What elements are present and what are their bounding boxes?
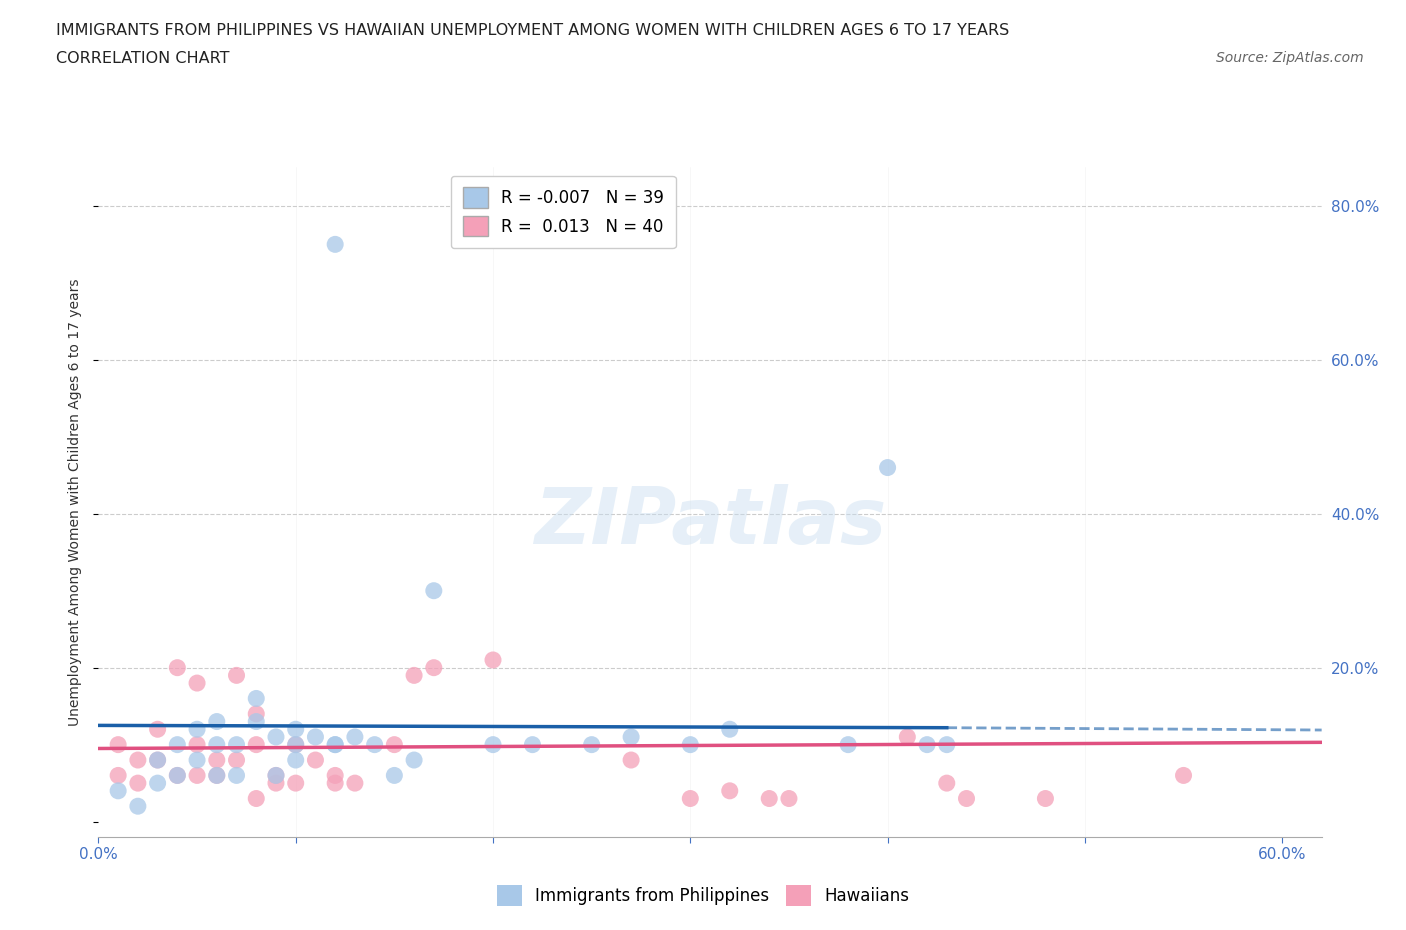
- Point: [205, 768, 228, 783]
- Legend: R = -0.007   N = 39, R =  0.013   N = 40: R = -0.007 N = 39, R = 0.013 N = 40: [451, 176, 675, 248]
- Point: [264, 768, 287, 783]
- Y-axis label: Unemployment Among Women with Children Ages 6 to 17 years: Unemployment Among Women with Children A…: [69, 278, 83, 726]
- Point: [264, 768, 287, 783]
- Point: [343, 776, 366, 790]
- Text: IMMIGRANTS FROM PHILIPPINES VS HAWAIIAN UNEMPLOYMENT AMONG WOMEN WITH CHILDREN A: IMMIGRANTS FROM PHILIPPINES VS HAWAIIAN …: [56, 23, 1010, 38]
- Point: [245, 691, 267, 706]
- Point: [146, 722, 169, 737]
- Point: [382, 768, 405, 783]
- Point: [166, 660, 188, 675]
- Point: [718, 722, 741, 737]
- Point: [264, 776, 287, 790]
- Point: [225, 668, 247, 683]
- Point: [284, 722, 307, 737]
- Point: [304, 729, 326, 744]
- Point: [323, 737, 346, 752]
- Point: [186, 752, 208, 767]
- Point: [127, 799, 149, 814]
- Point: [245, 737, 267, 752]
- Point: [166, 768, 188, 783]
- Point: [205, 752, 228, 767]
- Point: [482, 653, 505, 668]
- Point: [245, 791, 267, 806]
- Point: [264, 729, 287, 744]
- Point: [107, 737, 129, 752]
- Point: [758, 791, 780, 806]
- Point: [679, 737, 702, 752]
- Point: [581, 737, 603, 752]
- Point: [304, 752, 326, 767]
- Point: [284, 737, 307, 752]
- Point: [915, 737, 938, 752]
- Point: [423, 583, 446, 598]
- Point: [876, 460, 898, 475]
- Text: ZIPatlas: ZIPatlas: [534, 485, 886, 560]
- Text: CORRELATION CHART: CORRELATION CHART: [56, 51, 229, 66]
- Point: [284, 776, 307, 790]
- Point: [679, 791, 702, 806]
- Point: [205, 714, 228, 729]
- Point: [205, 737, 228, 752]
- Point: [323, 237, 346, 252]
- Point: [1173, 768, 1195, 783]
- Point: [186, 768, 208, 783]
- Point: [146, 752, 169, 767]
- Text: Source: ZipAtlas.com: Source: ZipAtlas.com: [1216, 51, 1364, 65]
- Point: [363, 737, 385, 752]
- Point: [186, 675, 208, 690]
- Point: [718, 783, 741, 798]
- Point: [245, 714, 267, 729]
- Point: [935, 737, 957, 752]
- Point: [778, 791, 800, 806]
- Point: [127, 776, 149, 790]
- Point: [896, 729, 918, 744]
- Point: [343, 729, 366, 744]
- Point: [225, 768, 247, 783]
- Point: [146, 752, 169, 767]
- Point: [837, 737, 859, 752]
- Point: [127, 752, 149, 767]
- Point: [225, 752, 247, 767]
- Point: [382, 737, 405, 752]
- Point: [955, 791, 977, 806]
- Point: [404, 752, 426, 767]
- Point: [186, 737, 208, 752]
- Point: [245, 707, 267, 722]
- Point: [323, 737, 346, 752]
- Point: [423, 660, 446, 675]
- Point: [284, 737, 307, 752]
- Point: [323, 776, 346, 790]
- Legend: Immigrants from Philippines, Hawaiians: Immigrants from Philippines, Hawaiians: [491, 879, 915, 912]
- Point: [186, 722, 208, 737]
- Point: [166, 737, 188, 752]
- Point: [323, 768, 346, 783]
- Point: [225, 737, 247, 752]
- Point: [482, 737, 505, 752]
- Point: [284, 752, 307, 767]
- Point: [166, 768, 188, 783]
- Point: [1035, 791, 1057, 806]
- Point: [205, 768, 228, 783]
- Point: [620, 752, 643, 767]
- Point: [107, 783, 129, 798]
- Point: [404, 668, 426, 683]
- Point: [146, 776, 169, 790]
- Point: [620, 729, 643, 744]
- Point: [935, 776, 957, 790]
- Point: [522, 737, 544, 752]
- Point: [107, 768, 129, 783]
